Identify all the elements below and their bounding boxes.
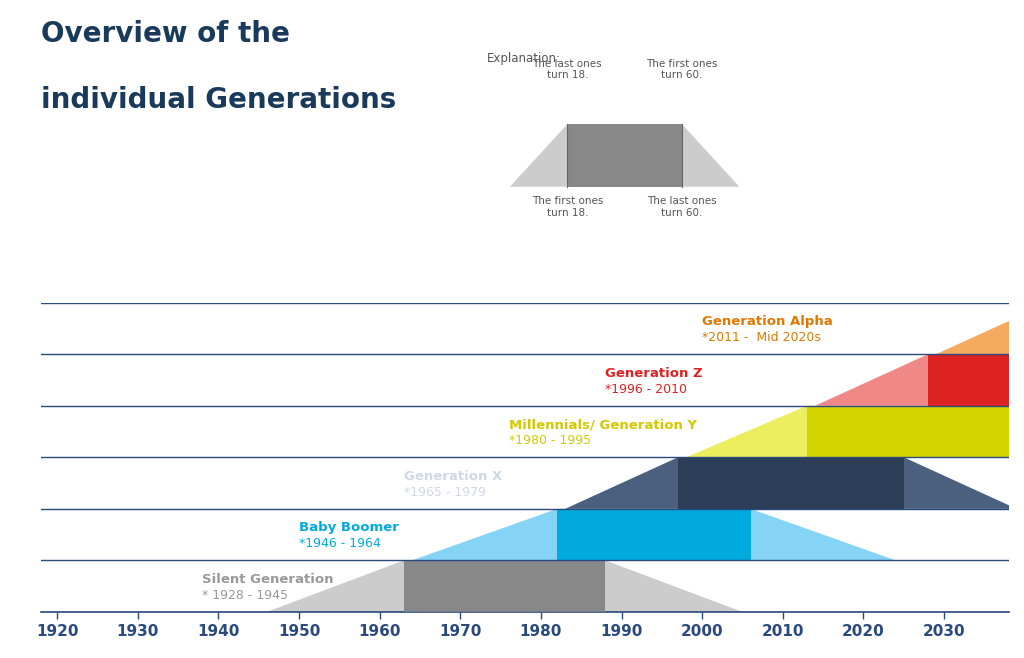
Text: *1965 - 1979: *1965 - 1979: [403, 486, 485, 499]
Text: individual Generations: individual Generations: [41, 86, 396, 114]
Text: *2011 -  Mid 2020s: *2011 - Mid 2020s: [702, 331, 821, 344]
Polygon shape: [565, 457, 1017, 509]
Text: Generation X: Generation X: [403, 470, 502, 483]
Text: The first ones
turn 18.: The first ones turn 18.: [531, 196, 603, 218]
Polygon shape: [936, 303, 1024, 354]
Text: The first ones
turn 60.: The first ones turn 60.: [646, 59, 718, 80]
Text: Generation Alpha: Generation Alpha: [702, 315, 833, 328]
Text: Baby Boomer: Baby Boomer: [299, 521, 399, 534]
Text: The last ones
turn 18.: The last ones turn 18.: [532, 59, 602, 80]
Text: Generation Z: Generation Z: [605, 367, 703, 380]
Text: *1996 - 2010: *1996 - 2010: [605, 383, 687, 395]
Polygon shape: [815, 354, 1024, 406]
Text: *1946 - 1964: *1946 - 1964: [299, 538, 381, 550]
Polygon shape: [678, 457, 904, 509]
Text: * 1928 - 1945: * 1928 - 1945: [202, 589, 288, 602]
Polygon shape: [403, 561, 605, 612]
Polygon shape: [567, 124, 682, 187]
Text: *1980 - 1995: *1980 - 1995: [509, 434, 591, 447]
Text: The last ones
turn 60.: The last ones turn 60.: [647, 196, 717, 218]
Polygon shape: [807, 406, 1024, 457]
Polygon shape: [928, 354, 1024, 406]
Polygon shape: [510, 124, 739, 187]
Text: Overview of the: Overview of the: [41, 20, 290, 48]
Text: Explanation:: Explanation:: [487, 52, 561, 65]
Text: Silent Generation: Silent Generation: [202, 573, 334, 586]
Polygon shape: [686, 406, 1024, 457]
Text: Millennials/ Generation Y: Millennials/ Generation Y: [509, 418, 696, 432]
Polygon shape: [412, 509, 896, 561]
Polygon shape: [267, 561, 742, 612]
Polygon shape: [557, 509, 751, 561]
